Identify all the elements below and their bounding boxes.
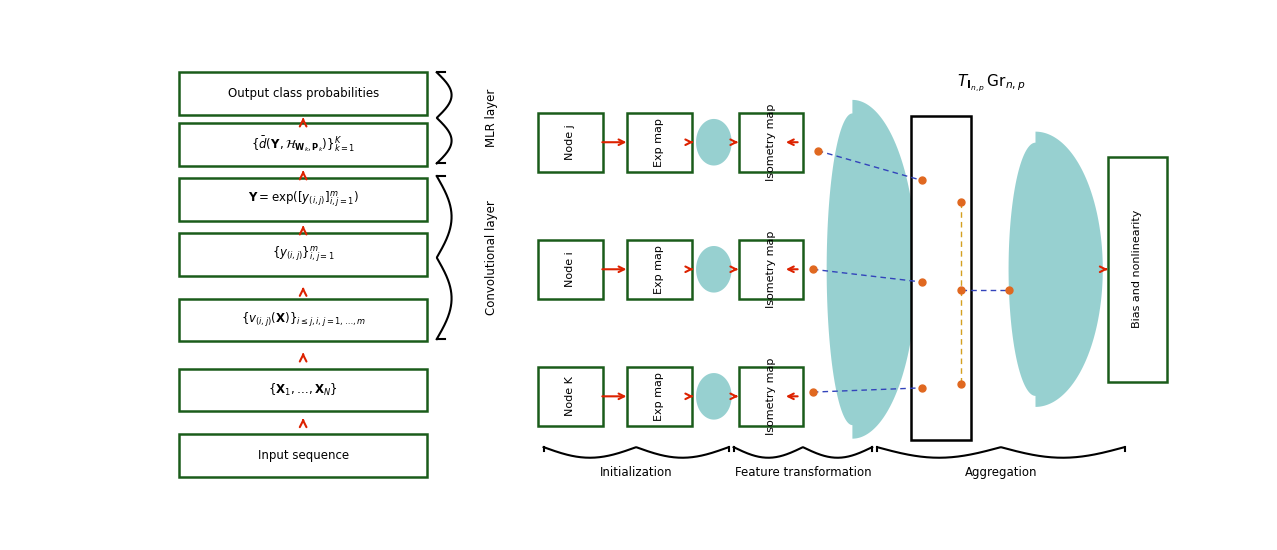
Text: Node K: Node K bbox=[566, 376, 576, 416]
FancyBboxPatch shape bbox=[627, 113, 692, 172]
Text: Feature transformation: Feature transformation bbox=[734, 466, 871, 479]
Text: $\mathbf{Y}=\exp([y_{(i,j)}]^m_{i,j=1})$: $\mathbf{Y}=\exp([y_{(i,j)}]^m_{i,j=1})$ bbox=[248, 190, 359, 209]
Polygon shape bbox=[826, 100, 917, 439]
FancyBboxPatch shape bbox=[179, 369, 427, 411]
FancyBboxPatch shape bbox=[179, 299, 427, 341]
Polygon shape bbox=[696, 119, 732, 166]
Polygon shape bbox=[1009, 131, 1103, 407]
FancyBboxPatch shape bbox=[179, 233, 427, 276]
Text: $\{\mathbf{X}_1,\ldots,\mathbf{X}_N\}$: $\{\mathbf{X}_1,\ldots,\mathbf{X}_N\}$ bbox=[268, 382, 338, 398]
Text: Node i: Node i bbox=[566, 251, 576, 287]
FancyBboxPatch shape bbox=[538, 113, 603, 172]
Text: Initialization: Initialization bbox=[600, 466, 673, 479]
FancyBboxPatch shape bbox=[911, 116, 971, 440]
FancyBboxPatch shape bbox=[739, 367, 803, 426]
Text: Isometry map: Isometry map bbox=[766, 103, 776, 181]
Text: Exp map: Exp map bbox=[654, 245, 664, 294]
FancyBboxPatch shape bbox=[179, 73, 427, 115]
Text: Input sequence: Input sequence bbox=[258, 449, 349, 462]
FancyBboxPatch shape bbox=[739, 240, 803, 299]
FancyBboxPatch shape bbox=[1107, 157, 1167, 382]
FancyBboxPatch shape bbox=[627, 367, 692, 426]
Text: MLR layer: MLR layer bbox=[485, 89, 498, 147]
FancyBboxPatch shape bbox=[179, 178, 427, 221]
Text: $T_{\mathbf{I}_{n,p}}\,\mathrm{Gr}_{n,p}$: $T_{\mathbf{I}_{n,p}}\,\mathrm{Gr}_{n,p}… bbox=[956, 73, 1025, 94]
Text: Isometry map: Isometry map bbox=[766, 358, 776, 435]
Text: Exp map: Exp map bbox=[654, 118, 664, 167]
Text: Isometry map: Isometry map bbox=[766, 230, 776, 308]
Text: Exp map: Exp map bbox=[654, 372, 664, 421]
Text: $\{y_{(i,j)}\}^m_{i,j=1}$: $\{y_{(i,j)}\}^m_{i,j=1}$ bbox=[272, 245, 335, 264]
Text: Node j: Node j bbox=[566, 124, 576, 160]
FancyBboxPatch shape bbox=[538, 367, 603, 426]
Text: $\{\bar{d}(\mathbf{Y},\mathcal{H}_{\mathbf{W}_k,\mathbf{P}_k})\}^K_{k=1}$: $\{\bar{d}(\mathbf{Y},\mathcal{H}_{\math… bbox=[250, 134, 355, 155]
Polygon shape bbox=[696, 373, 732, 420]
Text: Aggregation: Aggregation bbox=[964, 466, 1037, 479]
FancyBboxPatch shape bbox=[538, 240, 603, 299]
FancyBboxPatch shape bbox=[739, 113, 803, 172]
FancyBboxPatch shape bbox=[179, 123, 427, 166]
Text: Output class probabilities: Output class probabilities bbox=[227, 87, 379, 100]
FancyBboxPatch shape bbox=[627, 240, 692, 299]
Polygon shape bbox=[696, 246, 732, 293]
Text: Convolutional layer: Convolutional layer bbox=[485, 200, 498, 315]
Text: $\{v_{(i,j)}(\mathbf{X})\}_{i\leq j,i,j=1,\ldots,m}$: $\{v_{(i,j)}(\mathbf{X})\}_{i\leq j,i,j=… bbox=[240, 311, 365, 329]
Text: Bias and nonlinearity: Bias and nonlinearity bbox=[1133, 210, 1143, 328]
FancyBboxPatch shape bbox=[179, 434, 427, 477]
